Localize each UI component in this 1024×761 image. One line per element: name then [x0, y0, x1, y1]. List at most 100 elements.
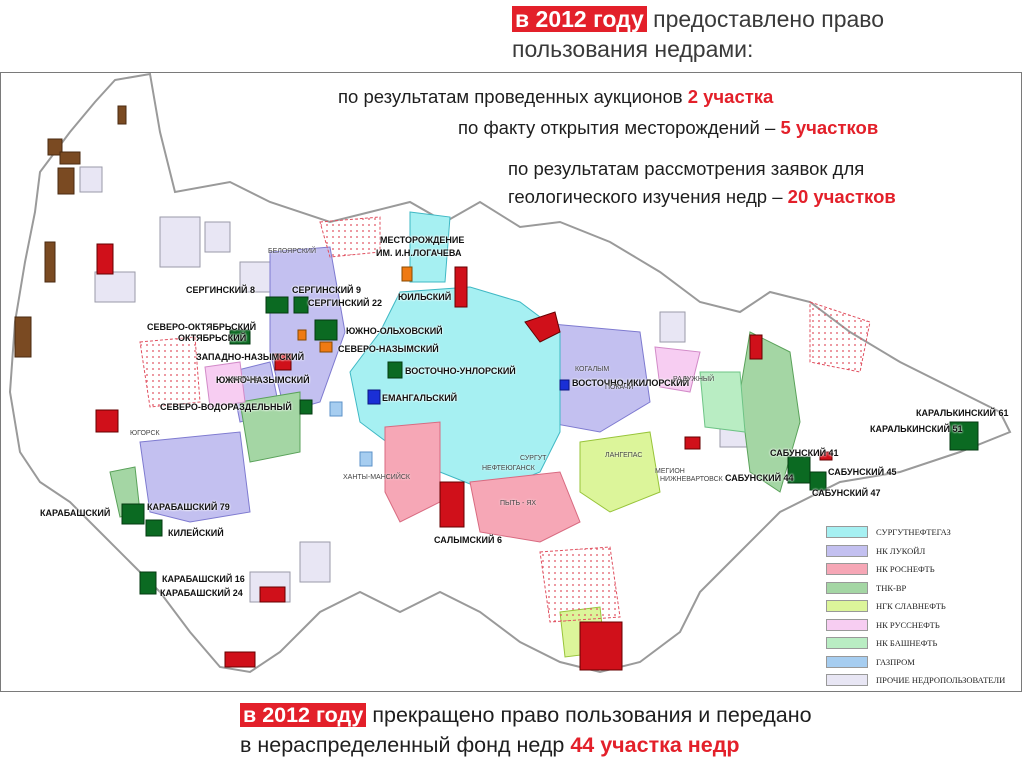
footer-count: 44 участка недр: [570, 733, 740, 757]
block-study-green: [787, 456, 811, 484]
block-discovery-orange: [319, 341, 333, 353]
area-gazprom: [359, 451, 373, 467]
header-line2: пользования недрами:: [512, 36, 754, 62]
block-study-green: [314, 319, 338, 341]
site-label: ИМ. И.Н.ЛОГАЧЕВА: [376, 248, 462, 258]
legend: СУРГУТНЕФТЕГАЗ НК ЛУКОЙЛ НК РОСНЕФТЬ ТНК-ВР…: [826, 523, 1021, 690]
legend-item: НК ЛУКОЙЛ: [826, 542, 1021, 561]
block-discovery-orange: [401, 266, 413, 282]
site-label: САЛЫМСКИЙ 6: [434, 535, 502, 545]
site-label: СЕВЕРО-НАЗЫМСКИЙ: [338, 344, 439, 354]
legend-label: ТНК-ВР: [876, 582, 907, 593]
legend-label: НК ЛУКОЙЛ: [876, 545, 926, 556]
area-bashneft: [699, 371, 746, 433]
city-label: НЯГАНЬ: [232, 376, 260, 383]
legend-swatch: [826, 544, 868, 557]
block-study-green: [949, 421, 979, 451]
legend-swatch: [826, 637, 868, 650]
block-study-green: [139, 571, 157, 595]
map-frame: [0, 72, 1022, 692]
site-label: КАРАБАШСКИЙ 16: [162, 574, 245, 584]
site-label: ЕМАНГАЛЬСКИЙ: [382, 393, 458, 403]
header-year: в 2012 году: [512, 6, 647, 32]
legend-item: НГК СЛАВНЕФТЬ: [826, 597, 1021, 616]
header: в 2012 году предоставлено право пользова…: [512, 4, 1012, 64]
site-label: ЮЖНО-ОЛЬХОВСКИЙ: [346, 326, 443, 336]
footer-line2: в нераспределенный фонд недр: [240, 733, 571, 757]
legend-label: НК РОСНЕФТЬ: [876, 564, 935, 575]
area-other: [79, 166, 103, 193]
legend-swatch: [826, 526, 868, 539]
block-granted-red: [259, 586, 286, 603]
area-russneft: [204, 361, 246, 408]
legend-swatch: [826, 618, 868, 631]
block-northwest: [117, 105, 127, 125]
legend-item: ТНК-ВР: [826, 579, 1021, 598]
site-label: КИЛЕЙСКИЙ: [168, 528, 224, 538]
block-granted-red: [684, 436, 701, 450]
block-granted-red: [579, 621, 623, 671]
area-unlicensed: [319, 216, 381, 258]
area-other: [94, 271, 136, 303]
site-label: КАРАЛЬКИНСКИЙ 61: [916, 408, 1009, 418]
area-other: [299, 541, 331, 583]
legend-item: СУРГУТНЕФТЕГАЗ: [826, 523, 1021, 542]
block-granted-red: [749, 334, 763, 360]
block-northwest: [14, 316, 32, 358]
legend-item: ПРОЧИЕ НЕДРОПОЛЬЗОВАТЕЛИ: [826, 671, 1021, 690]
note-study: геологического изучения недр – 20 участк…: [508, 186, 896, 207]
block-study-green: [387, 361, 403, 379]
note-discovery: по факту открытия месторождений – 5 учас…: [458, 117, 879, 138]
block-northwest: [44, 241, 56, 283]
block-granted-red: [95, 409, 119, 433]
footer-year: в 2012 году: [240, 703, 367, 727]
site-label: СЕВЕРО-ОКТЯБРЬСКИЙ: [147, 322, 257, 332]
note-auction-count: 2 участка: [687, 86, 774, 107]
site-label: САБУНСКИЙ 47: [812, 488, 881, 498]
site-label: САБУНСКИЙ 45: [828, 467, 897, 477]
block-study-green: [145, 519, 163, 537]
block-study-green: [293, 296, 309, 314]
block-granted-red: [96, 243, 114, 275]
city-label: ЮГОРСК: [130, 430, 160, 437]
legend-swatch: [826, 655, 868, 668]
block-study-green: [265, 296, 289, 314]
legend-label: ГАЗПРОМ: [876, 656, 915, 667]
block-granted-red: [454, 266, 468, 308]
legend-item: НК РУССНЕФТЬ: [826, 616, 1021, 635]
area-slavneft: [579, 431, 661, 513]
city-label: ПЫТЬ - ЯХ: [500, 500, 537, 507]
site-label: ОКТЯБРЬСКИЙ: [178, 333, 247, 343]
block-study-green: [229, 329, 251, 345]
area-surgutneftegaz: [409, 211, 451, 283]
site-label: КАРАБАШСКИЙ 79: [147, 502, 230, 512]
city-label: СУРГУТ: [520, 455, 547, 462]
site-label: САБУНСКИЙ 44: [725, 473, 794, 483]
note-study-count: 20 участков: [787, 186, 896, 207]
area-rosneft: [384, 421, 441, 523]
site-label: СЕРГИНСКИЙ 22: [308, 298, 383, 308]
block-study-green: [809, 471, 827, 491]
area-gazprom: [329, 401, 343, 417]
site-label: ВОСТОЧНО-ИКИЛОРСКИЙ: [572, 378, 690, 388]
city-label: МЕГИОН: [655, 468, 685, 475]
site-label: ЮЖНО-НАЗЫМСКИЙ: [216, 375, 310, 385]
site-label: ВОСТОЧНО-УНЛОРСКИЙ: [405, 366, 516, 376]
area-other: [159, 216, 201, 268]
city-label: ЛАНГЕПАС: [605, 452, 643, 459]
legend-swatch: [826, 581, 868, 594]
block-northwest: [59, 151, 81, 165]
block-discovery-orange: [297, 329, 307, 341]
footer: в 2012 году прекращено право пользования…: [240, 700, 812, 760]
site-label: КАРАЛЬКИНСКИЙ 51: [870, 424, 963, 434]
block-northwest: [57, 167, 75, 195]
site-label: КАРАБАШСКИЙ: [40, 508, 111, 518]
legend-label: СУРГУТНЕФТЕГАЗ: [876, 527, 951, 538]
site-label: ЗАПАДНО-НАЗЫМСКИЙ: [196, 352, 305, 362]
block-granted-red: [224, 651, 256, 668]
city-label: ПОКАЧИ: [605, 384, 634, 391]
note-auction: по результатам проведенных аукционов 2 у…: [338, 86, 774, 107]
city-label: РАДУЖНЫЙ: [673, 376, 715, 383]
legend-label: НГК СЛАВНЕФТЬ: [876, 601, 946, 612]
site-label: СЕВЕРО-ВОДОРАЗДЕЛЬНЫЙ: [160, 402, 292, 412]
